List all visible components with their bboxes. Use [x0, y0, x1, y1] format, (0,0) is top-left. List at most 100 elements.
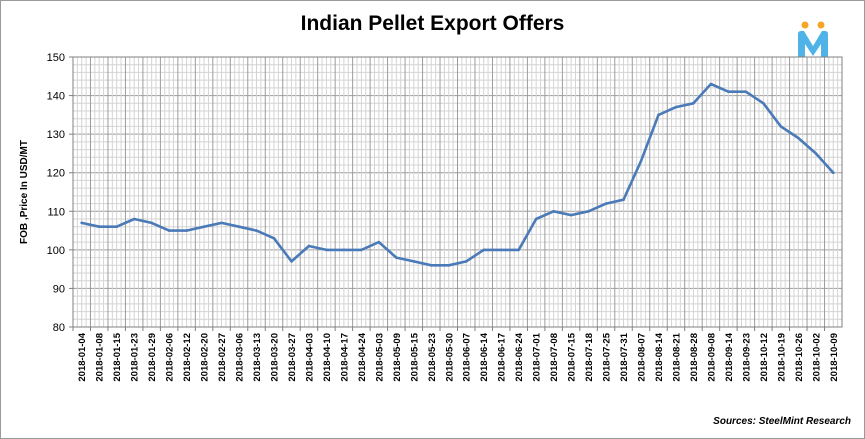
y-tick-label: 90: [53, 283, 65, 295]
x-tick-label: 2018-05-30: [444, 333, 455, 382]
y-tick-label: 110: [47, 206, 65, 218]
x-tick-label: 2018-10-19: [776, 333, 787, 382]
data-point: [97, 225, 101, 229]
x-tick-label: 2018-08-21: [671, 332, 682, 381]
data-point: [814, 152, 818, 155]
x-tick-label: 2018-10-02: [811, 333, 822, 382]
data-point: [202, 225, 206, 229]
data-point: [639, 159, 643, 163]
x-tick-label: 2018-06-07: [462, 333, 473, 382]
y-tick-label: 150: [47, 52, 65, 64]
x-tick-label: 2018-05-15: [409, 332, 420, 381]
data-point: [132, 217, 136, 221]
source-note: Sources: SteelMint Research: [713, 416, 851, 427]
x-tick-label: 2018-04-24: [357, 332, 368, 381]
x-tick-label: 2018-04-10: [322, 333, 333, 382]
x-tick-label: 2018-10-09: [829, 333, 840, 382]
y-tick-label: 130: [47, 129, 65, 141]
data-point: [604, 202, 608, 205]
x-tick-label: 2018-07-15: [567, 332, 578, 381]
data-point: [534, 217, 538, 221]
data-point: [499, 248, 503, 252]
data-point: [429, 263, 433, 267]
x-tick-label: 2018-06-24: [514, 332, 525, 381]
x-tick-label: 2018-02-06: [165, 333, 176, 382]
x-tick-label: 2018-05-23: [427, 333, 438, 382]
data-point: [360, 248, 363, 252]
data-point: [272, 236, 276, 240]
x-tick-label: 2018-02-20: [200, 333, 211, 382]
x-tick-label: 2018-08-14: [654, 332, 665, 381]
x-tick-label: 2018-01-04: [77, 332, 88, 381]
data-point: [552, 209, 555, 213]
x-tick-label: 2018-01-08: [95, 333, 106, 382]
data-point: [185, 229, 188, 232]
x-tick-label: 2018-10-12: [759, 333, 770, 382]
data-point: [587, 209, 590, 213]
data-point: [797, 136, 800, 140]
data-point: [762, 101, 765, 105]
data-point: [150, 221, 153, 225]
x-tick-label: 2018-10-26: [794, 333, 805, 382]
data-point: [517, 248, 520, 252]
x-tick-label: 2018-02-27: [217, 333, 228, 382]
x-tick-label: 2018-01-15: [112, 332, 123, 381]
x-tick-label: 2018-03-13: [252, 333, 263, 382]
y-axis-label: FOB ,Price In USD/MT: [19, 140, 30, 244]
x-tick-label: 2018-01-23: [130, 333, 141, 382]
data-point: [237, 225, 241, 229]
x-tick-label: 2018-07-18: [584, 333, 595, 382]
data-point: [692, 101, 695, 105]
steelmint-logo: [798, 21, 828, 62]
logo-m-shape: [798, 31, 828, 62]
chart-title: Indian Pellet Export Offers: [300, 12, 565, 35]
data-point: [395, 256, 398, 259]
data-point: [80, 221, 84, 225]
data-point: [482, 248, 486, 252]
x-tick-label: 2018-06-14: [479, 332, 490, 381]
data-point: [727, 90, 730, 94]
y-tick-label: 100: [47, 245, 65, 257]
data-point: [325, 248, 328, 252]
x-tick-label: 2018-02-12: [182, 333, 193, 382]
data-point: [464, 260, 468, 263]
x-tick-label: 2018-07-08: [549, 333, 560, 382]
data-point: [831, 171, 835, 175]
data-point: [342, 248, 346, 252]
x-tick-label: 2018-09-23: [741, 333, 752, 382]
data-point: [115, 225, 118, 229]
data-point: [255, 229, 258, 232]
data-point: [569, 213, 573, 217]
x-tick-label: 2018-04-03: [304, 333, 315, 382]
data-point: [307, 244, 311, 248]
x-tick-label: 2018-08-28: [689, 333, 700, 382]
data-point: [674, 105, 678, 109]
x-tick-label: 2018-06-17: [497, 333, 508, 382]
logo-dot-right: [817, 21, 825, 29]
logo-dot-left: [801, 21, 809, 29]
x-tick-label: 2018-07-01: [532, 332, 543, 381]
x-tick-label: 2018-07-25: [602, 332, 613, 381]
y-tick-label: 80: [53, 322, 65, 334]
y-tick-label: 140: [47, 91, 65, 103]
x-tick-label: 2018-01-29: [147, 333, 158, 382]
x-tick-label: 2018-09-14: [724, 332, 735, 381]
data-point: [622, 198, 625, 202]
x-tick-label: 2018-05-09: [392, 333, 403, 382]
data-point: [779, 125, 783, 128]
data-point: [220, 221, 223, 225]
x-tick-label: 2018-05-03: [374, 333, 385, 382]
data-point: [709, 82, 713, 86]
series-line: [80, 82, 835, 267]
data-point: [167, 229, 171, 232]
x-tick-label: 2018-08-07: [637, 333, 648, 382]
x-tick-label: 2018-03-20: [269, 333, 280, 382]
data-point: [744, 90, 748, 94]
y-tick-label: 120: [47, 168, 65, 180]
x-tick-label: 2018-09-08: [706, 333, 717, 382]
x-tick-label: 2018-03-06: [235, 333, 246, 382]
data-point: [377, 240, 381, 244]
data-point: [657, 113, 660, 117]
x-tick-label: 2018-03-27: [287, 333, 298, 382]
